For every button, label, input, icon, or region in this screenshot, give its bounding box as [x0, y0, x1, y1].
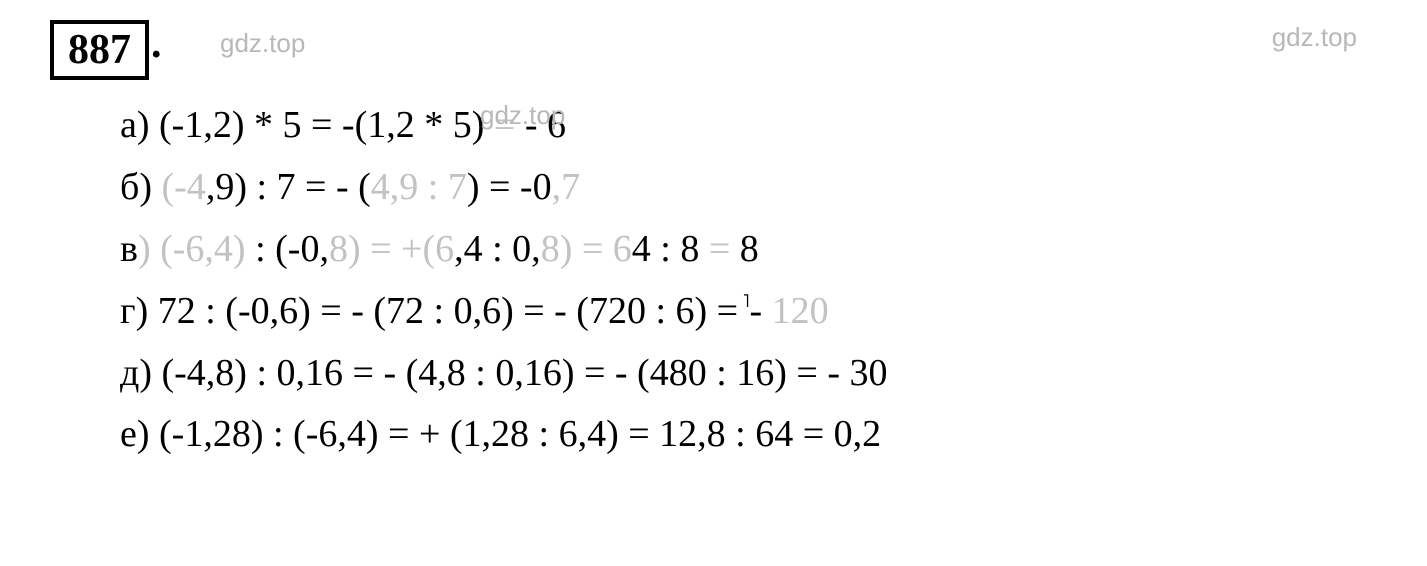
eq-c-f2: 8) = +(6	[329, 228, 454, 270]
equation-b: б) (-4,9) : 7 = - (4,9 : 7) = -0,7	[120, 168, 1377, 208]
eq-a-result: - 6	[525, 104, 566, 146]
eq-b-label: б)	[120, 166, 152, 208]
eq-c-f3: 8) = 6	[541, 228, 632, 270]
eq-c-label: в	[120, 228, 138, 270]
eq-f-label: е)	[120, 413, 150, 455]
eq-d-n2: -	[750, 290, 772, 332]
equation-e: д) (-4,8) : 0,16 = - (4,8 : 0,16) = - (4…	[120, 354, 1377, 394]
eq-d-result: 120	[772, 290, 829, 332]
problem-number: 887	[50, 20, 149, 80]
eq-a-eq: =	[484, 104, 524, 146]
eq-d-tick: ˥	[738, 291, 749, 311]
eq-d-label: г)	[120, 290, 148, 332]
equation-d: г) 72 : (-0,6) = - (72 : 0,6) = - (720 :…	[120, 292, 1377, 332]
eq-b-p1f: (-4	[152, 166, 206, 208]
equation-c: в) (-6,4) : (-0,8) = +(6,4 : 0,8) = 64 :…	[120, 230, 1377, 270]
eq-b-p2f: 4,9 : 7	[371, 166, 467, 208]
eq-c-n3: 4 : 8	[632, 228, 700, 270]
eq-e-label: д)	[120, 352, 152, 394]
equation-a: а) (-1,2) * 5 = -(1,2 * 5) = - 6	[120, 106, 1377, 146]
eq-c-n1: : (-0,	[255, 228, 329, 270]
eq-a-part1: (-1,2) * 5 = -(1,2 * 5)	[159, 104, 484, 146]
eq-b-p2n: ) = -0	[467, 166, 552, 208]
eq-c-res: 8	[740, 228, 759, 270]
problem-number-dot: .	[151, 20, 162, 68]
eq-c-bf: ) (-6,4)	[138, 228, 255, 270]
eq-d-n1: 72 : (-0,6) = - (72 : 0,6) = - (720 : 6)…	[148, 290, 738, 332]
eq-c-f4: =	[699, 228, 739, 270]
eq-e-text: (-4,8) : 0,16 = - (4,8 : 0,16) = - (480 …	[152, 352, 888, 394]
eq-a-label: а)	[120, 104, 150, 146]
eq-b-p1n: ,9) : 7 = - (	[206, 166, 371, 208]
eq-f-text: (-1,28) : (-6,4) = + (1,28 : 6,4) = 12,8…	[150, 413, 882, 455]
equations-block: а) (-1,2) * 5 = -(1,2 * 5) = - 6 б) (-4,…	[120, 106, 1377, 455]
eq-b-p3f: ,7	[552, 166, 581, 208]
equation-f: е) (-1,28) : (-6,4) = + (1,28 : 6,4) = 1…	[120, 415, 1377, 455]
eq-c-n2: ,4 : 0,	[454, 228, 541, 270]
header-row: 887 .	[50, 20, 1377, 98]
